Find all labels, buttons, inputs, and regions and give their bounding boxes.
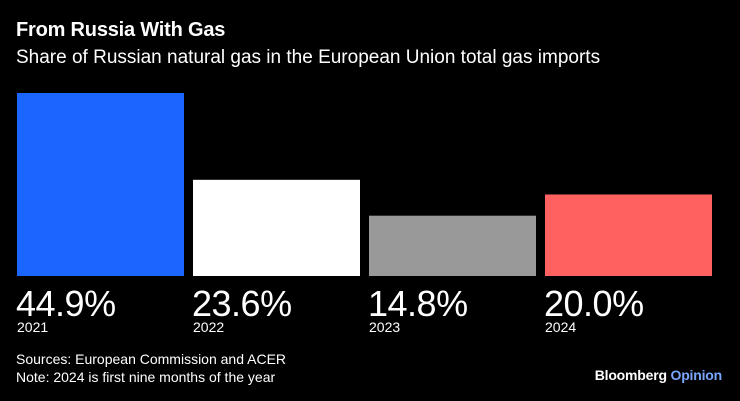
category-label-2021: 2021	[17, 319, 49, 335]
chart-subtitle: Share of Russian natural gas in the Euro…	[16, 47, 601, 68]
bar-2022	[193, 179, 360, 276]
footnote: Note: 2024 is first nine months of the y…	[16, 369, 276, 385]
value-label-2021: 44.9%	[16, 283, 116, 324]
bar-2021	[17, 93, 184, 276]
brand-section: Opinion	[670, 367, 723, 383]
sources-note: Sources: European Commission and ACER	[16, 351, 287, 367]
category-label-2023: 2023	[369, 319, 401, 335]
bar-2024	[545, 194, 712, 276]
bar-2023	[369, 215, 536, 276]
brand-logo: Bloomberg Opinion	[595, 367, 722, 383]
category-label-2022: 2022	[193, 319, 225, 335]
chart-footer: Sources: European Commission and ACER No…	[16, 350, 286, 386]
category-label-2024: 2024	[545, 319, 577, 335]
value-label-2023: 14.8%	[368, 283, 468, 324]
brand-name: Bloomberg	[594, 367, 667, 383]
chart-title: From Russia With Gas	[16, 19, 226, 41]
value-label-2024: 20.0%	[544, 283, 644, 324]
value-label-2022: 23.6%	[192, 283, 292, 324]
